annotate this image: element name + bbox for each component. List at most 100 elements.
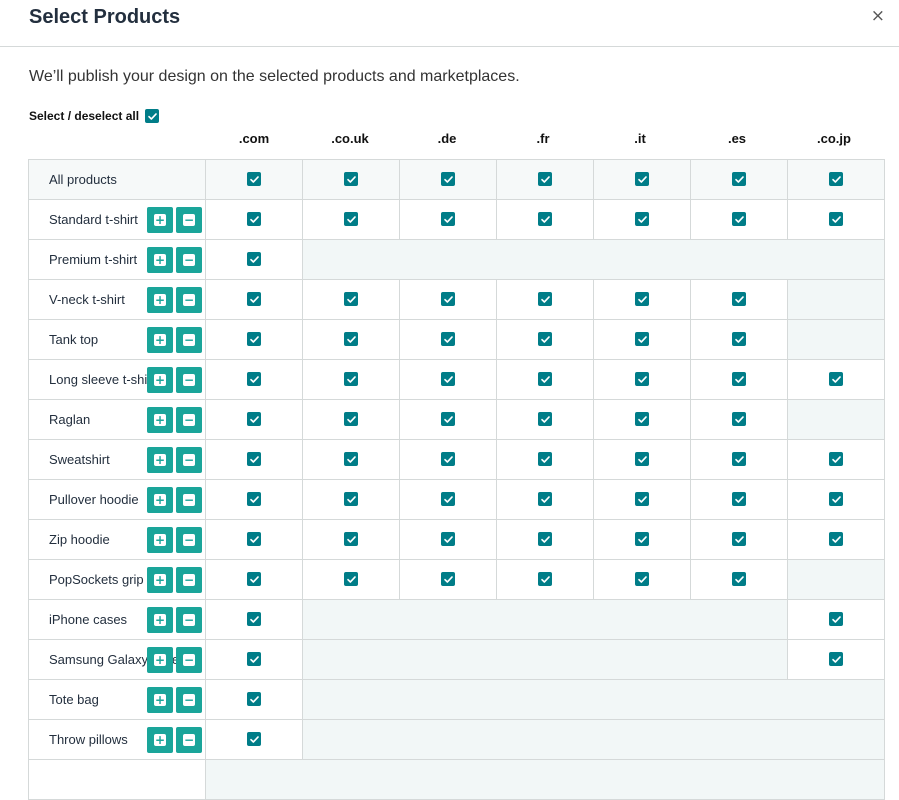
marketplace-checkbox[interactable]	[247, 412, 261, 427]
marketplace-checkbox[interactable]	[344, 532, 358, 547]
marketplace-checkbox[interactable]	[635, 212, 649, 227]
marketplace-checkbox[interactable]	[247, 452, 261, 467]
marketplace-checkbox[interactable]	[829, 212, 843, 227]
collapse-button[interactable]: −	[176, 607, 202, 633]
expand-button[interactable]: +	[147, 567, 173, 593]
marketplace-checkbox[interactable]	[344, 292, 358, 307]
marketplace-checkbox[interactable]	[344, 452, 358, 467]
marketplace-checkbox[interactable]	[732, 532, 746, 547]
marketplace-checkbox[interactable]	[441, 292, 455, 307]
marketplace-checkbox[interactable]	[441, 372, 455, 387]
collapse-button[interactable]: −	[176, 567, 202, 593]
marketplace-checkbox[interactable]	[344, 212, 358, 227]
expand-button[interactable]: +	[147, 287, 173, 313]
collapse-button[interactable]: −	[176, 207, 202, 233]
collapse-button[interactable]: −	[176, 247, 202, 273]
marketplace-checkbox[interactable]	[635, 492, 649, 507]
marketplace-checkbox[interactable]	[732, 492, 746, 507]
collapse-button[interactable]: −	[176, 287, 202, 313]
expand-button[interactable]: +	[147, 447, 173, 473]
collapse-button[interactable]: −	[176, 407, 202, 433]
marketplace-checkbox[interactable]	[635, 292, 649, 307]
marketplace-checkbox[interactable]	[441, 412, 455, 427]
marketplace-checkbox[interactable]	[732, 452, 746, 467]
expand-button[interactable]: +	[147, 607, 173, 633]
collapse-button[interactable]: −	[176, 527, 202, 553]
marketplace-checkbox[interactable]	[247, 212, 261, 227]
marketplace-checkbox[interactable]	[344, 332, 358, 347]
marketplace-checkbox[interactable]	[247, 172, 261, 187]
expand-button[interactable]: +	[147, 647, 173, 673]
close-icon[interactable]: ×	[870, 6, 885, 26]
marketplace-checkbox[interactable]	[732, 332, 746, 347]
marketplace-checkbox[interactable]	[635, 412, 649, 427]
marketplace-checkbox[interactable]	[344, 372, 358, 387]
marketplace-checkbox[interactable]	[635, 372, 649, 387]
marketplace-checkbox[interactable]	[829, 492, 843, 507]
collapse-button[interactable]: −	[176, 447, 202, 473]
expand-button[interactable]: +	[147, 487, 173, 513]
marketplace-checkbox[interactable]	[635, 572, 649, 587]
select-all-checkbox[interactable]	[145, 109, 160, 123]
marketplace-checkbox[interactable]	[247, 652, 261, 667]
expand-button[interactable]: +	[147, 727, 173, 753]
marketplace-checkbox[interactable]	[441, 452, 455, 467]
marketplace-checkbox[interactable]	[247, 372, 261, 387]
expand-button[interactable]: +	[147, 207, 173, 233]
marketplace-checkbox[interactable]	[247, 572, 261, 587]
collapse-button[interactable]: −	[176, 647, 202, 673]
marketplace-checkbox[interactable]	[829, 172, 843, 187]
marketplace-checkbox[interactable]	[538, 172, 552, 187]
marketplace-checkbox[interactable]	[829, 372, 843, 387]
marketplace-checkbox[interactable]	[247, 532, 261, 547]
marketplace-checkbox[interactable]	[635, 172, 649, 187]
expand-button[interactable]: +	[147, 247, 173, 273]
expand-button[interactable]: +	[147, 527, 173, 553]
marketplace-checkbox[interactable]	[247, 332, 261, 347]
marketplace-checkbox[interactable]	[247, 252, 261, 267]
collapse-button[interactable]: −	[176, 487, 202, 513]
marketplace-checkbox[interactable]	[344, 172, 358, 187]
collapse-button[interactable]: −	[176, 687, 202, 713]
marketplace-checkbox[interactable]	[247, 492, 261, 507]
marketplace-checkbox[interactable]	[732, 412, 746, 427]
marketplace-checkbox[interactable]	[247, 612, 261, 627]
marketplace-checkbox[interactable]	[538, 452, 552, 467]
marketplace-checkbox[interactable]	[732, 172, 746, 187]
marketplace-checkbox[interactable]	[538, 492, 552, 507]
marketplace-checkbox[interactable]	[247, 732, 261, 747]
marketplace-checkbox[interactable]	[829, 652, 843, 667]
marketplace-checkbox[interactable]	[441, 492, 455, 507]
marketplace-checkbox[interactable]	[344, 412, 358, 427]
expand-button[interactable]: +	[147, 687, 173, 713]
expand-button[interactable]: +	[147, 367, 173, 393]
marketplace-checkbox[interactable]	[247, 692, 261, 707]
collapse-button[interactable]: −	[176, 367, 202, 393]
marketplace-checkbox[interactable]	[732, 212, 746, 227]
marketplace-checkbox[interactable]	[538, 332, 552, 347]
marketplace-checkbox[interactable]	[538, 372, 552, 387]
marketplace-checkbox[interactable]	[538, 572, 552, 587]
marketplace-checkbox[interactable]	[635, 332, 649, 347]
expand-button[interactable]: +	[147, 407, 173, 433]
marketplace-checkbox[interactable]	[829, 452, 843, 467]
collapse-button[interactable]: −	[176, 727, 202, 753]
marketplace-checkbox[interactable]	[344, 492, 358, 507]
marketplace-checkbox[interactable]	[441, 332, 455, 347]
marketplace-checkbox[interactable]	[441, 532, 455, 547]
marketplace-checkbox[interactable]	[441, 172, 455, 187]
marketplace-checkbox[interactable]	[829, 532, 843, 547]
expand-button[interactable]: +	[147, 327, 173, 353]
marketplace-checkbox[interactable]	[635, 532, 649, 547]
collapse-button[interactable]: −	[176, 327, 202, 353]
marketplace-checkbox[interactable]	[732, 372, 746, 387]
marketplace-checkbox[interactable]	[538, 532, 552, 547]
marketplace-checkbox[interactable]	[247, 292, 261, 307]
marketplace-checkbox[interactable]	[635, 452, 649, 467]
marketplace-checkbox[interactable]	[538, 292, 552, 307]
marketplace-checkbox[interactable]	[441, 572, 455, 587]
marketplace-checkbox[interactable]	[538, 212, 552, 227]
marketplace-checkbox[interactable]	[732, 292, 746, 307]
marketplace-checkbox[interactable]	[344, 572, 358, 587]
marketplace-checkbox[interactable]	[732, 572, 746, 587]
